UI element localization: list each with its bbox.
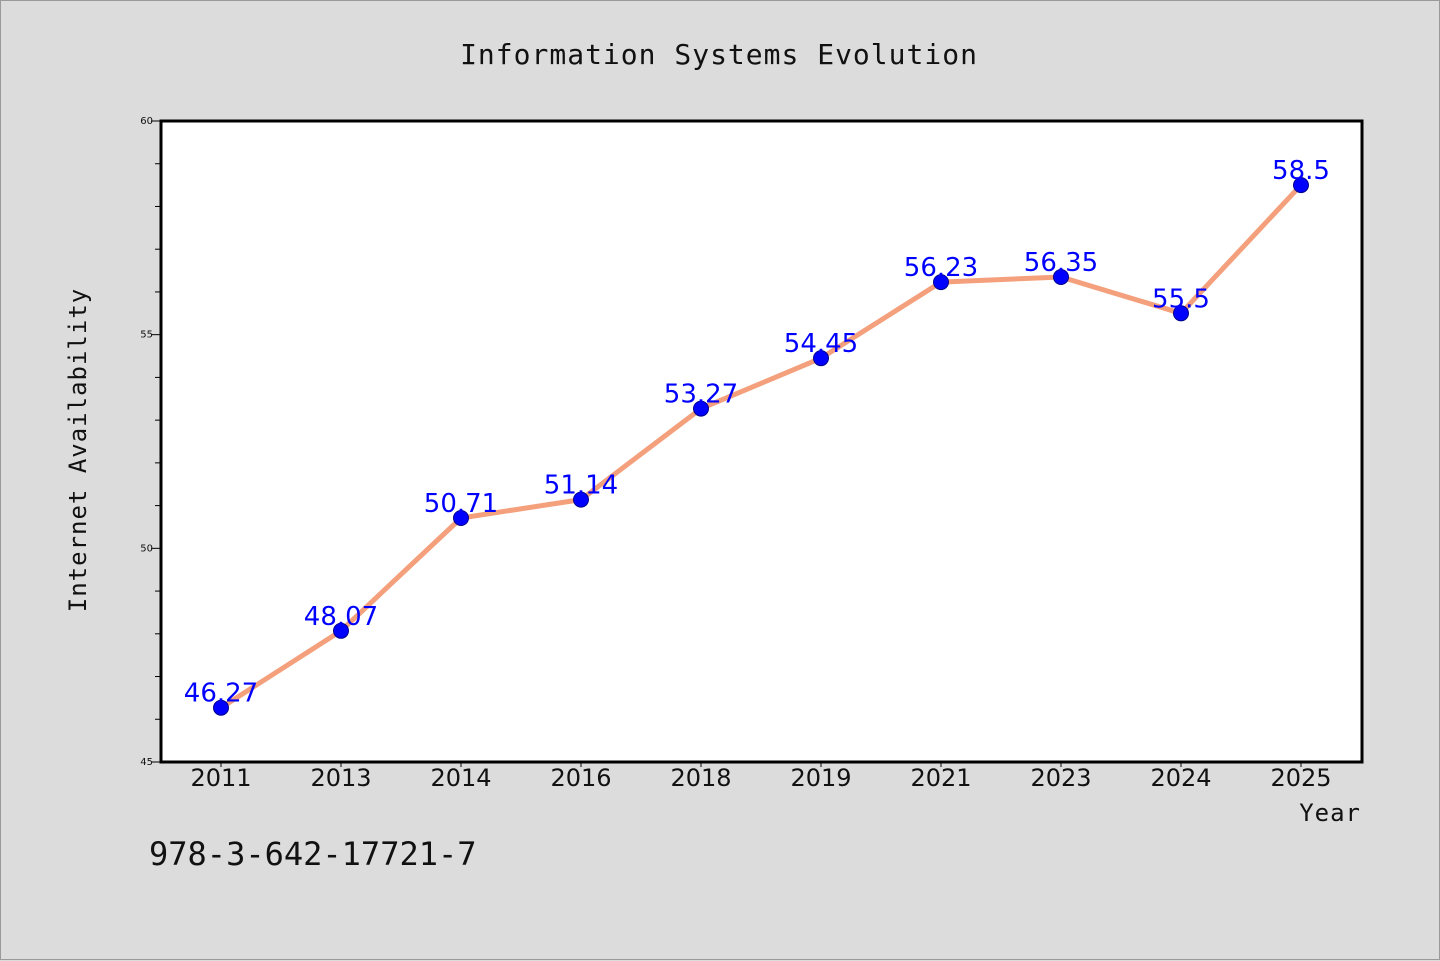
data-label: 56.23 [904,253,978,283]
data-point [333,622,349,639]
y-tick-label: 55 [140,330,153,341]
data-label: 58.5 [1272,156,1330,186]
x-tick-label: 2018 [670,764,731,792]
data-label: 51.14 [544,471,618,501]
data-point [1293,177,1309,194]
x-tick-label: 2025 [1270,764,1331,792]
data-point [813,350,829,367]
isbn-footer: 978-3-642-17721-7 [149,835,477,873]
data-point [573,491,589,508]
data-label: 48.07 [304,602,378,632]
data-label: 50.71 [424,489,498,519]
plot-area [159,119,1364,764]
x-axis: 2011 2013 2014 2016 2018 2019 2021 2023 2024 2025 [190,762,1332,792]
y-tick-label: 60 [140,116,153,127]
data-labels: 46.27 48.07 50.71 51.14 53.27 54.45 56.23 56.35… [184,156,1330,709]
x-tick-label: 2019 [790,764,851,792]
data-point [213,699,229,716]
chart-title: Information Systems Evolution [460,38,978,71]
y-axis: 45 50 55 60 [140,116,161,768]
data-point [1053,268,1069,285]
x-tick-label: 2016 [550,764,611,792]
y-tick-label: 50 [140,543,153,554]
x-tick-label: 2023 [1030,764,1091,792]
data-label: 56.35 [1024,248,1098,278]
x-tick-label: 2011 [190,764,251,792]
data-point [1173,305,1189,322]
x-tick-label: 2024 [1150,764,1211,792]
data-point [453,509,469,526]
data-point [693,400,709,417]
data-label: 55.5 [1152,284,1210,314]
x-tick-label: 2013 [310,764,371,792]
x-tick-label: 2021 [910,764,971,792]
y-axis-label: Internet Availability [64,288,92,612]
y-tick-label: 45 [140,757,153,768]
x-axis-label: Year [1299,799,1361,827]
x-tick-label: 2014 [430,764,491,792]
series-line [218,182,1304,711]
data-point [933,274,949,291]
data-label: 54.45 [784,329,858,359]
data-label: 53.27 [664,380,738,410]
data-series [213,177,1309,716]
data-label: 46.27 [184,679,258,709]
